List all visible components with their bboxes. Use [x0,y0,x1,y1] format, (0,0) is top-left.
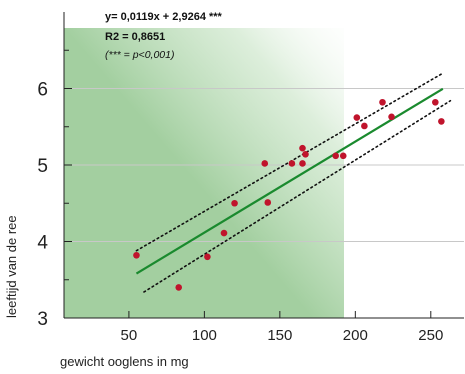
data-point-10 [302,150,309,158]
data-point-9 [299,160,306,167]
data-points [133,98,445,291]
data-point-5 [261,160,269,167]
x-tick-label: 250 [418,327,443,344]
regression-equation: y= 0,0119x + 2,9264 *** [105,11,223,23]
y-tick-label: 6 [37,80,48,101]
r-squared-label: R2 = 0,8651 [105,31,165,43]
data-point-11 [332,152,339,160]
data-point-12 [339,152,347,160]
data-point-17 [432,98,439,106]
y-tick-label: 5 [37,156,48,177]
data-point-16 [388,113,395,121]
x-tick-label: 50 [121,327,138,344]
plot-background [64,28,344,318]
x-tick-label: 100 [192,327,217,344]
x-tick-label: 200 [343,327,368,344]
y-tick-label: 4 [37,233,48,254]
data-point-0 [133,251,140,259]
data-point-4 [231,199,238,207]
x-axis-label: gewicht ooglens in mg [60,354,189,369]
data-point-13 [353,114,361,121]
x-tick-labels: 50 100 150 200 250 [121,327,444,344]
data-point-15 [379,98,386,106]
significance-note: (*** = p<0,001) [105,49,174,61]
data-point-18 [438,118,445,125]
data-point-7 [288,160,296,167]
data-point-6 [264,199,272,206]
axes [63,12,464,319]
y-tick-label: 3 [37,309,48,330]
y-axis-label: leeftijd van de ree [4,215,19,318]
y-tick-labels: 3 4 5 6 [37,80,48,331]
data-point-3 [220,229,228,237]
data-point-8 [299,144,306,152]
x-tick-label: 150 [267,327,292,344]
data-point-2 [204,253,211,261]
data-point-14 [361,122,368,130]
data-point-1 [175,284,183,291]
